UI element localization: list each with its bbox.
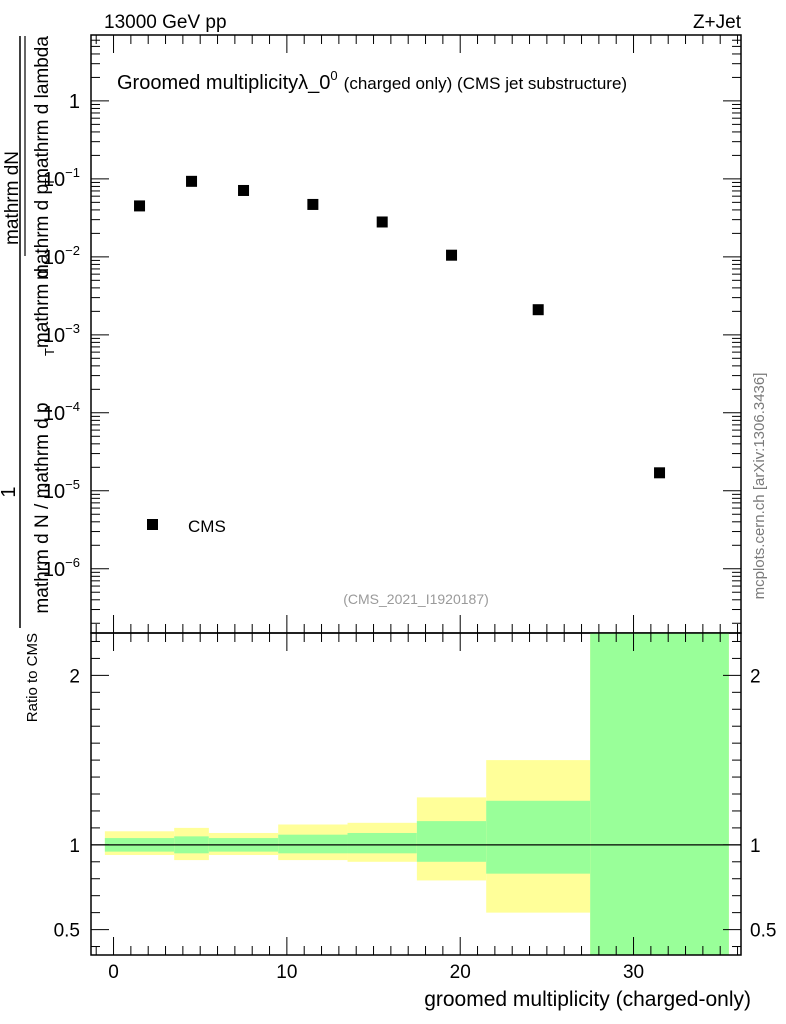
side-label: mcplots.cern.ch [arXiv:1306.3436] xyxy=(751,373,768,600)
x-tick-label: 30 xyxy=(623,962,644,983)
tick-base: 10 xyxy=(43,247,65,269)
data-point xyxy=(134,200,146,212)
tick-base: 10 xyxy=(43,169,65,191)
plot-title-sup: 0 xyxy=(330,68,337,83)
analysis-label: (CMS_2021_I1920187) xyxy=(343,591,489,607)
stat-uncertainty-band xyxy=(590,633,729,955)
data-points xyxy=(134,175,666,479)
plot-title: Groomed multiplicityλ_00 (charged only) (… xyxy=(117,68,627,94)
ratio-y-tick-label-left: 1 xyxy=(69,836,80,857)
ylabel-numerator-den: mathrm d p xyxy=(32,184,53,280)
x-axis-label: groomed multiplicity (charged-only) xyxy=(424,988,751,1011)
top-y-tick-label: 10−5 xyxy=(43,477,80,503)
tick-exponent: −3 xyxy=(65,321,80,336)
top-y-tick-label: 10−6 xyxy=(43,555,80,581)
bottom-panel: 0 10 20 30 0.5 0.5 1 1 2 2 Ratio to CMS groomed … xyxy=(24,632,776,1011)
plot-title-note: (charged only) (CMS jet substructure) xyxy=(344,74,627,93)
x-tick-label: 10 xyxy=(276,962,297,983)
ylabel-denominator: mathrm d N / mathrm d p xyxy=(32,402,53,613)
data-point xyxy=(446,249,458,261)
ratio-bands xyxy=(104,633,729,955)
stat-uncertainty-band xyxy=(486,800,591,874)
data-point xyxy=(532,304,544,316)
y-axis-label: 1 mathrm d N / mathrm d p T mathrm d mat… xyxy=(0,36,57,628)
tick-base: 10 xyxy=(43,403,65,425)
top-panel: 10−610−510−410−310−210−11 Groomed multip… xyxy=(0,34,742,634)
top-plot-frame xyxy=(90,34,742,634)
stat-uncertainty-band xyxy=(416,821,487,862)
ratio-y-tick-label-left: 0.5 xyxy=(54,921,80,942)
top-y-tick-label: 10−1 xyxy=(43,165,80,191)
ylabel-numerator-den-tail: mathrm d lambda xyxy=(32,36,53,184)
tick-base: 1 xyxy=(69,91,80,113)
legend-marker-cms xyxy=(147,519,158,530)
data-point xyxy=(376,216,388,228)
bottom-x-ticks: 0 10 20 30 xyxy=(95,633,739,983)
plot-title-symbol: λ_0 xyxy=(298,72,330,94)
legend-label-cms: CMS xyxy=(188,517,226,536)
plot-title-main: Groomed multiplicity xyxy=(117,72,298,94)
tick-exponent: −5 xyxy=(65,477,80,492)
ratio-y-tick-label-left: 2 xyxy=(69,666,80,687)
ylabel-one: 1 xyxy=(0,486,20,497)
ratio-y-tick-label-right: 2 xyxy=(750,666,761,687)
tick-exponent: −4 xyxy=(65,399,80,414)
ratio-y-axis-label: Ratio to CMS xyxy=(24,633,41,722)
ratio-y-tick-label-right: 1 xyxy=(750,836,761,857)
data-point xyxy=(186,175,198,187)
process-label: Z+Jet xyxy=(693,12,742,33)
tick-base: 10 xyxy=(43,481,65,503)
stat-uncertainty-band xyxy=(347,832,417,854)
tick-exponent: −6 xyxy=(65,555,80,570)
tick-exponent: −2 xyxy=(65,243,80,258)
data-point xyxy=(238,184,250,196)
tick-exponent: −1 xyxy=(65,165,80,180)
ylabel-numerator: mathrm dN xyxy=(2,151,23,245)
data-point xyxy=(307,198,319,210)
top-y-tick-label: 1 xyxy=(69,91,80,113)
ylabel-numerator-den-sub: T xyxy=(42,178,57,186)
data-point xyxy=(654,467,666,479)
top-y-tick-label: 10−4 xyxy=(43,399,80,425)
bottom-y-ticks: 0.5 0.5 1 1 2 2 xyxy=(54,640,776,948)
top-y-tick-label: 10−2 xyxy=(43,243,80,269)
ratio-y-tick-label-right: 0.5 xyxy=(750,921,776,942)
x-tick-label: 0 xyxy=(108,962,119,983)
top-y-tick-label: 10−3 xyxy=(43,321,80,347)
top-y-ticks: 10−610−510−410−310−210−11 xyxy=(43,34,741,624)
energy-label: 13000 GeV pp xyxy=(104,12,227,33)
ylabel-denominator-sub: T xyxy=(42,348,57,356)
x-tick-label: 20 xyxy=(450,962,471,983)
tick-base: 10 xyxy=(43,325,65,347)
top-x-ticks xyxy=(95,35,739,633)
ylabel-denominator-tail: mathrm d xyxy=(32,268,53,348)
stat-uncertainty-band xyxy=(278,834,348,854)
tick-base: 10 xyxy=(43,559,65,581)
